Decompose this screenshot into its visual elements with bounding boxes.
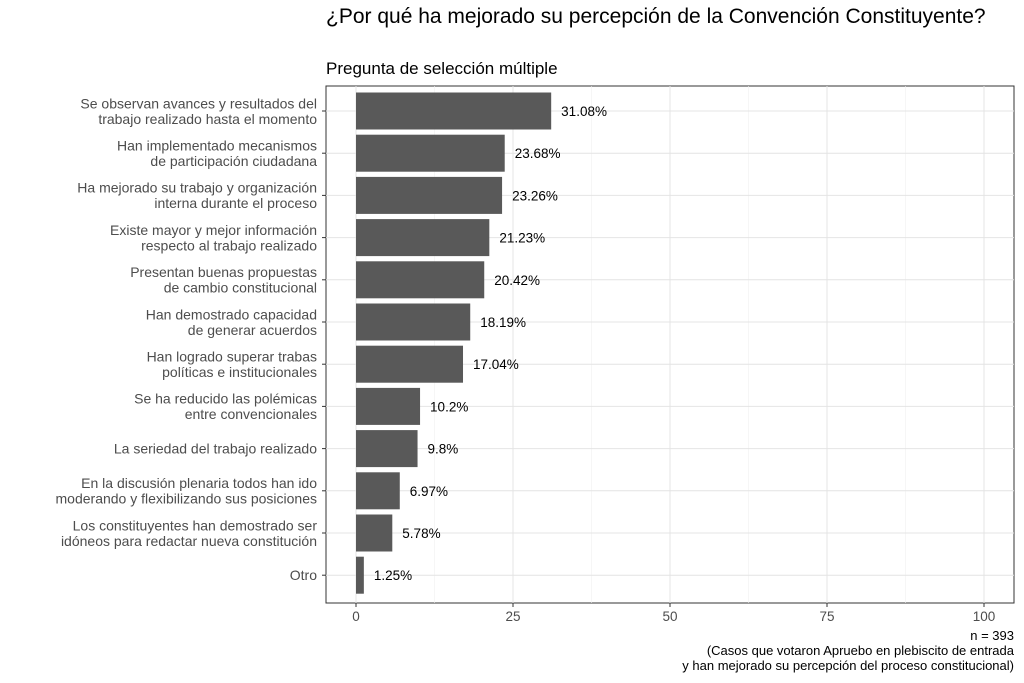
category-label-line: Los constituyentes han demostrado ser <box>73 517 318 533</box>
category-label: Presentan buenas propuestas de cambio con… <box>130 264 317 296</box>
category-label-line: Existe mayor y mejor información <box>110 222 317 238</box>
bar <box>356 219 490 257</box>
x-tick-label: 0 <box>352 609 360 624</box>
bar <box>356 92 552 130</box>
category-label-line: Se observan avances y resultados del <box>80 95 317 111</box>
category-label-line: Se ha reducido las polémicas <box>134 391 317 407</box>
bar-value-label: 31.08% <box>561 104 607 119</box>
category-label: Ha mejorado su trabajo y organización int… <box>77 180 317 212</box>
category-label: En la discusión plenaria todos han ido mo… <box>56 475 318 507</box>
category-label-line: Presentan buenas propuestas <box>130 264 317 280</box>
x-axis: 0 25 50 75 100 <box>352 603 995 624</box>
category-label-line: políticas e institucionales <box>162 364 317 380</box>
category-label-line: entre convencionales <box>185 406 317 422</box>
bar <box>356 345 464 383</box>
caption-note-line-1: (Casos que votaron Apruebo en plebiscito… <box>706 643 1014 658</box>
category-label-line: de cambio constitucional <box>164 280 317 296</box>
bar <box>356 514 393 552</box>
category-label-line: trabajo realizado hasta el momento <box>98 111 317 127</box>
bar-value-label: 10.2% <box>430 399 468 414</box>
category-label-line: Han demostrado capacidad <box>146 306 317 322</box>
category-label: Han logrado superar trabas políticas e in… <box>147 348 317 380</box>
bar <box>356 430 418 468</box>
bar <box>356 387 421 425</box>
bar-value-label: 17.04% <box>473 357 519 372</box>
chart-title: ¿Por qué ha mejorado su percepción de la… <box>326 5 986 28</box>
bar <box>356 176 503 214</box>
category-label: Se ha reducido las polémicas entre conven… <box>134 391 317 423</box>
bar <box>356 261 485 299</box>
bar-value-label: 21.23% <box>499 231 545 246</box>
category-label-line: Otro <box>290 567 317 583</box>
category-label: Se observan avances y resultados del trab… <box>80 95 317 127</box>
bar-value-label: 23.68% <box>515 146 561 161</box>
category-label: Existe mayor y mejor información respecto… <box>110 222 317 254</box>
bar <box>356 134 505 172</box>
category-labels: Se observan avances y resultados del trab… <box>56 95 326 583</box>
bar-value-label: 9.8% <box>428 442 459 457</box>
category-label-line: Han logrado superar trabas <box>147 348 317 364</box>
x-tick-label: 75 <box>819 609 834 624</box>
x-tick-label: 100 <box>973 609 996 624</box>
category-label-line: En la discusión plenaria todos han ido <box>81 475 317 491</box>
bar <box>356 472 400 510</box>
caption-sample-size: n = 393 <box>970 628 1014 643</box>
bar-value-label: 1.25% <box>374 568 412 583</box>
category-label: Los constituyentes han demostrado ser idó… <box>61 517 317 549</box>
bar <box>356 303 471 341</box>
bar-value-label: 18.19% <box>480 315 526 330</box>
category-label-line: Han implementado mecanismos <box>117 137 317 153</box>
bar-value-label: 6.97% <box>410 484 448 499</box>
x-tick-label: 50 <box>662 609 677 624</box>
category-label-line: moderando y flexibilizando sus posicione… <box>56 491 317 507</box>
bar-value-label: 5.78% <box>402 526 440 541</box>
category-label: La seriedad del trabajo realizado <box>114 441 317 457</box>
category-label-line: Ha mejorado su trabajo y organización <box>77 180 317 196</box>
caption-note-line-2: y han mejorado su percepción del proceso… <box>682 658 1014 673</box>
x-tick-label: 25 <box>505 609 520 624</box>
category-label-line: interna durante el proceso <box>154 195 317 211</box>
category-label: Han demostrado capacidad de generar acuer… <box>146 306 317 338</box>
category-label-line: respecto al trabajo realizado <box>141 237 317 253</box>
category-label: Han implementado mecanismos de participac… <box>117 137 317 169</box>
value-labels: 31.08% 23.68% 23.26% 21.23% 20.42% 18.19% 17.0… <box>374 104 607 583</box>
category-label-line: La seriedad del trabajo realizado <box>114 441 317 457</box>
chart-caption: n = 393 (Casos que votaron Apruebo en pl… <box>682 628 1014 673</box>
category-label-line: de generar acuerdos <box>188 322 317 338</box>
category-label-line: idóneos para redactar nueva constitución <box>61 533 317 549</box>
category-label-line: de participación ciudadana <box>150 153 317 169</box>
bars <box>356 92 552 594</box>
chart-subtitle: Pregunta de selección múltiple <box>326 59 558 78</box>
category-label: Otro <box>290 567 317 583</box>
bar-value-label: 23.26% <box>512 188 558 203</box>
bar-value-label: 20.42% <box>494 273 540 288</box>
bar <box>356 556 364 594</box>
